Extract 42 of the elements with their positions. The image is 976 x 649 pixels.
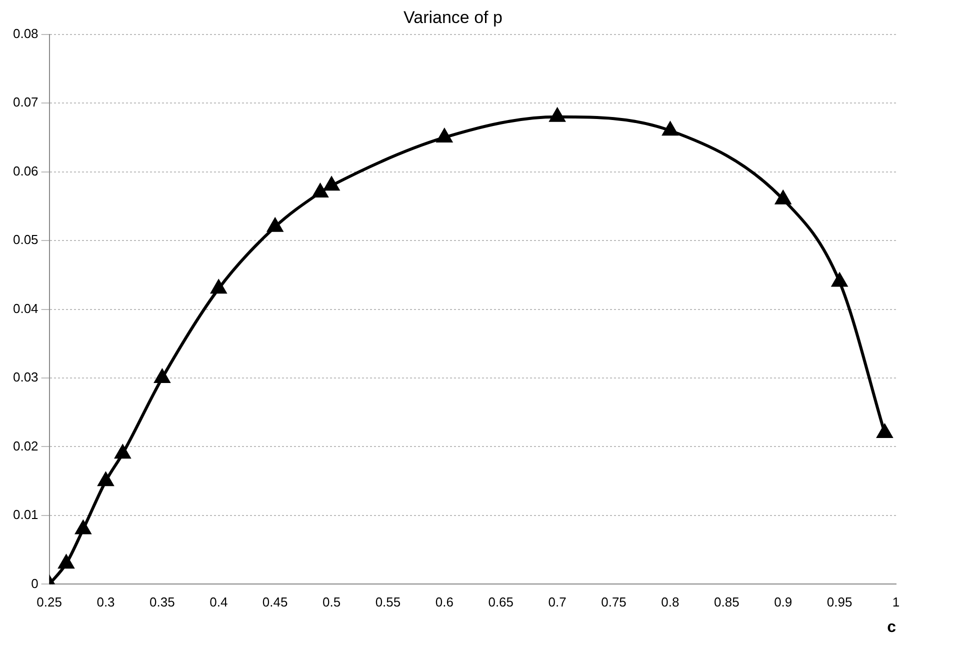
y-tick-label: 0.08 bbox=[12, 26, 38, 41]
y-tick-label: 0.02 bbox=[12, 438, 38, 454]
chart-title: Variance of p bbox=[404, 8, 502, 27]
y-tick-label: 0 bbox=[31, 576, 38, 591]
point bbox=[115, 445, 130, 459]
x-tick-label: 0.8 bbox=[661, 594, 680, 610]
point bbox=[98, 472, 114, 486]
x-tick-label: 0.9 bbox=[774, 594, 792, 610]
y-tick-label: 0.04 bbox=[12, 300, 38, 316]
point bbox=[154, 370, 170, 384]
x-tick-label: 0.3 bbox=[96, 594, 115, 610]
point bbox=[436, 128, 452, 142]
x-tick-label: 0.55 bbox=[375, 594, 401, 610]
x-tick-label: 0.75 bbox=[601, 594, 626, 610]
point bbox=[268, 218, 283, 232]
x-tick-label: 0.6 bbox=[435, 594, 454, 610]
x-tick-label: 0.85 bbox=[714, 594, 740, 610]
y-tick-label: 0.01 bbox=[12, 507, 38, 522]
x-tick-label: 0.95 bbox=[826, 594, 852, 610]
y-tick-label: 0.07 bbox=[12, 94, 38, 110]
x-tick-label: 0.7 bbox=[548, 594, 566, 610]
y-tick-label: 0.06 bbox=[12, 163, 38, 178]
y-tick-label: 0.05 bbox=[12, 232, 38, 248]
point bbox=[550, 108, 565, 122]
x-tick-label: 0.25 bbox=[36, 594, 62, 610]
point bbox=[324, 177, 340, 191]
point bbox=[877, 424, 892, 438]
x-tick-label: 0.4 bbox=[210, 594, 228, 610]
point bbox=[211, 280, 226, 294]
point bbox=[312, 184, 328, 198]
x-tick-label: 0.5 bbox=[322, 594, 341, 610]
y-tick-label: 0.03 bbox=[12, 370, 38, 385]
point bbox=[76, 520, 91, 534]
point bbox=[832, 273, 848, 287]
x-tick-label: 0.65 bbox=[488, 594, 514, 610]
x-tick-label: 1 bbox=[892, 594, 900, 610]
point bbox=[776, 190, 791, 204]
x-axis-title: c bbox=[887, 618, 896, 636]
x-tick-label: 0.45 bbox=[262, 594, 288, 610]
point bbox=[58, 555, 74, 569]
x-tick-label: 0.35 bbox=[150, 594, 175, 610]
point bbox=[662, 122, 678, 136]
